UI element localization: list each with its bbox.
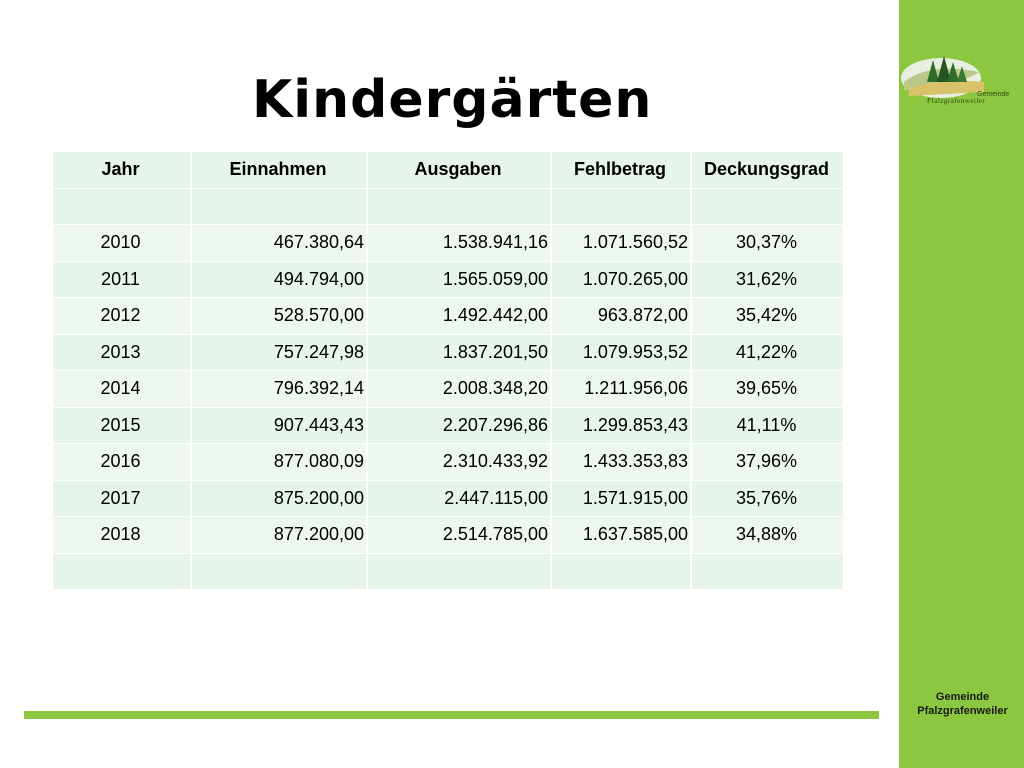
table-row: 2015 907.443,43 2.207.296,86 1.299.853,43 41… (53, 406, 843, 444)
cell-einnahmen: 877.200,00 (190, 516, 367, 553)
cell-deckungsgrad: 39,65% (690, 370, 843, 407)
cell-deckungsgrad: 41,22% (690, 333, 843, 371)
cell-deckungsgrad (690, 552, 843, 589)
cell-deckungsgrad: 30,37% (690, 224, 843, 261)
cell-jahr: 2013 (53, 333, 191, 371)
cell-ausgaben: 2.008.348,20 (366, 370, 551, 407)
footer-label: Gemeinde Pfalzgrafenweiler (905, 690, 1020, 718)
cell-jahr: 2011 (53, 260, 191, 298)
cell-fehlbetrag: 1.079.953,52 (550, 333, 691, 371)
cell-deckungsgrad: 35,42% (690, 297, 843, 334)
page-title: Kindergärten (252, 70, 653, 130)
footer-line-2: Pfalzgrafenweiler (917, 705, 1008, 717)
cell-einnahmen: 875.200,00 (190, 479, 367, 517)
cell-deckungsgrad: 41,11% (690, 406, 843, 444)
cell-fehlbetrag: 1.433.353,83 (550, 443, 691, 480)
header-einnahmen: Einnahmen (190, 151, 367, 188)
cell-deckungsgrad: 31,62% (690, 260, 843, 298)
cell-einnahmen: 796.392,14 (190, 370, 367, 407)
table-body: 2010 467.380,64 1.538.941,16 1.071.560,52 30… (53, 187, 843, 589)
cell-einnahmen: 877.080,09 (190, 443, 367, 480)
cell-ausgaben: 2.207.296,86 (366, 406, 551, 444)
cell-jahr: 2018 (53, 516, 191, 553)
cell-deckungsgrad: 37,96% (690, 443, 843, 480)
cell-jahr: 2015 (53, 406, 191, 444)
table-row (53, 187, 843, 225)
cell-deckungsgrad: 34,88% (690, 516, 843, 553)
cell-jahr: 2017 (53, 479, 191, 517)
cell-jahr (53, 552, 191, 589)
cell-fehlbetrag: 1.071.560,52 (550, 224, 691, 261)
bottom-divider (24, 711, 879, 719)
cell-fehlbetrag: 1.571.915,00 (550, 479, 691, 517)
cell-ausgaben: 1.565.059,00 (366, 260, 551, 298)
cell-fehlbetrag (550, 552, 691, 589)
header-jahr: Jahr (53, 151, 191, 188)
table-row (53, 552, 843, 589)
cell-ausgaben: 1.837.201,50 (366, 333, 551, 371)
cell-einnahmen: 757.247,98 (190, 333, 367, 371)
cell-jahr: 2014 (53, 370, 191, 407)
table-row: 2010 467.380,64 1.538.941,16 1.071.560,52 30… (53, 224, 843, 261)
cell-fehlbetrag: 1.211.956,06 (550, 370, 691, 407)
cell-ausgaben: 2.514.785,00 (366, 516, 551, 553)
table-row: 2017 875.200,00 2.447.115,00 1.571.915,00 35… (53, 479, 843, 517)
cell-ausgaben: 2.447.115,00 (366, 479, 551, 517)
header-ausgaben: Ausgaben (366, 151, 551, 188)
cell-einnahmen (190, 187, 367, 225)
cell-fehlbetrag (550, 187, 691, 225)
cell-fehlbetrag: 1.637.585,00 (550, 516, 691, 553)
cell-deckungsgrad (690, 187, 843, 225)
cell-jahr: 2012 (53, 297, 191, 334)
header-deckungsgrad: Deckungsgrad (690, 151, 843, 188)
header-fehlbetrag: Fehlbetrag (550, 151, 691, 188)
cell-einnahmen: 494.794,00 (190, 260, 367, 298)
cell-fehlbetrag: 1.299.853,43 (550, 406, 691, 444)
cell-ausgaben (366, 187, 551, 225)
cell-jahr: 2010 (53, 224, 191, 261)
cell-jahr (53, 187, 191, 225)
cell-einnahmen (190, 552, 367, 589)
side-bar (899, 0, 1024, 768)
gemeinde-logo: Gemeinde Pfalzgrafenweiler (899, 42, 1024, 110)
table-row: 2014 796.392,14 2.008.348,20 1.211.956,06 39… (53, 370, 843, 407)
cell-ausgaben: 2.310.433,92 (366, 443, 551, 480)
cell-ausgaben: 1.492.442,00 (366, 297, 551, 334)
cell-ausgaben (366, 552, 551, 589)
table-row: 2018 877.200,00 2.514.785,00 1.637.585,00 34… (53, 516, 843, 553)
logo-text-bottom: Pfalzgrafenweiler (927, 97, 985, 105)
cell-einnahmen: 467.380,64 (190, 224, 367, 261)
footer-line-1: Gemeinde (935, 691, 990, 703)
finance-table: Jahr Einnahmen Ausgaben Fehlbetrag Decku… (53, 151, 843, 589)
table-row: 2012 528.570,00 1.492.442,00 963.872,00 35,4… (53, 297, 843, 334)
table-row: 2011 494.794,00 1.565.059,00 1.070.265,00 31… (53, 260, 843, 298)
table-header-row: Jahr Einnahmen Ausgaben Fehlbetrag Decku… (53, 151, 843, 188)
cell-jahr: 2016 (53, 443, 191, 480)
cell-einnahmen: 528.570,00 (190, 297, 367, 334)
cell-ausgaben: 1.538.941,16 (366, 224, 551, 261)
table-row: 2013 757.247,98 1.837.201,50 1.079.953,52 41… (53, 333, 843, 371)
cell-deckungsgrad: 35,76% (690, 479, 843, 517)
cell-fehlbetrag: 963.872,00 (550, 297, 691, 334)
cell-einnahmen: 907.443,43 (190, 406, 367, 444)
logo-text-top: Gemeinde (977, 91, 1009, 98)
cell-fehlbetrag: 1.070.265,00 (550, 260, 691, 298)
table-row: 2016 877.080,09 2.310.433,92 1.433.353,83 37… (53, 443, 843, 480)
